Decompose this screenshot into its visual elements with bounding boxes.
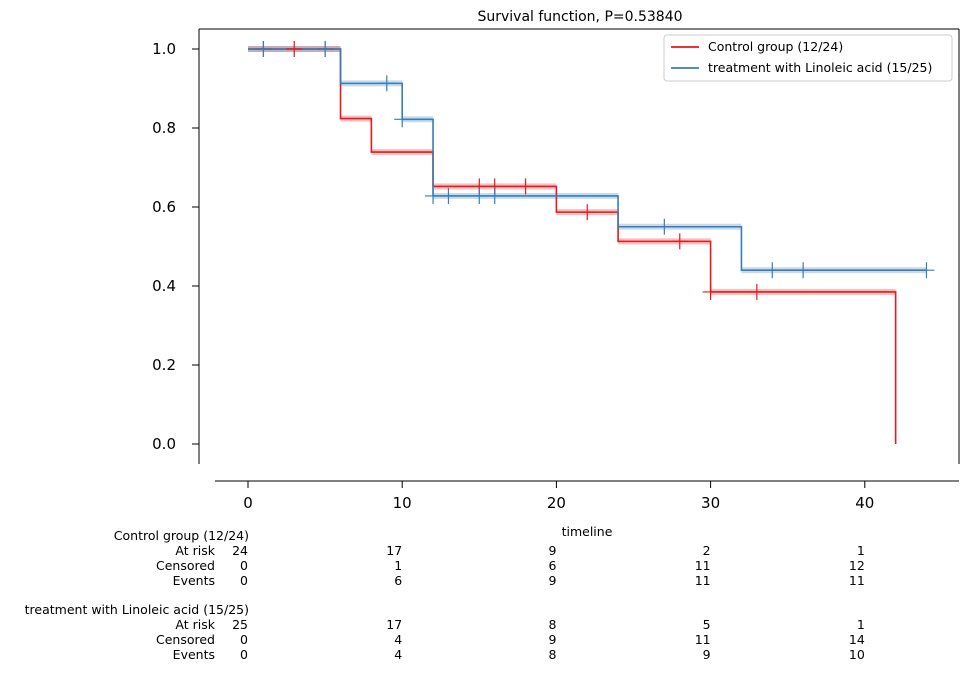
x-tick-label: 30	[701, 494, 720, 512]
survival-line-0	[248, 48, 897, 444]
x-tick-label: 0	[243, 494, 253, 512]
risk-row-label: Censored	[156, 558, 215, 573]
risk-value: 9	[703, 647, 711, 662]
risk-value: 10	[849, 647, 865, 662]
risk-value: 4	[394, 647, 402, 662]
risk-value: 8	[548, 617, 556, 632]
y-tick-label: 0.4	[152, 277, 176, 295]
risk-value: 1	[394, 558, 402, 573]
risk-value: 24	[232, 543, 248, 558]
legend: Control group (12/24) treatment with Lino…	[663, 34, 953, 82]
y-tick-label: 0.2	[152, 356, 176, 374]
risk-value: 14	[849, 632, 865, 647]
risk-value: 11	[695, 573, 711, 588]
risk-value: 9	[548, 573, 556, 588]
risk-table: Control group (12/24)At risk 24 17 9 2 1Censo…	[25, 528, 865, 662]
axes: 0.0 0.2 0.4 0.6 0.8 1.0 0 10 20 30 40	[152, 28, 960, 512]
risk-row-label: At risk	[175, 617, 215, 632]
chart-title: Survival function, P=0.53840	[477, 9, 682, 25]
risk-value: 17	[386, 543, 402, 558]
survival-line-1	[248, 48, 927, 271]
legend-box	[663, 34, 953, 82]
risk-value: 1	[857, 543, 865, 558]
risk-value: 2	[703, 543, 711, 558]
risk-value: 1	[857, 617, 865, 632]
risk-row-label: Events	[173, 647, 215, 662]
risk-value: 17	[386, 617, 402, 632]
legend-label: treatment with Linoleic acid (15/25)	[708, 60, 932, 75]
risk-row-label: Censored	[156, 632, 215, 647]
risk-value: 5	[703, 617, 711, 632]
x-tick-label: 10	[393, 494, 412, 512]
risk-value: 6	[548, 558, 556, 573]
survival-lines	[248, 48, 927, 444]
risk-value: 12	[849, 558, 865, 573]
x-tick-label: 40	[855, 494, 874, 512]
risk-value: 0	[240, 632, 248, 647]
risk-value: 9	[548, 632, 556, 647]
risk-value: 11	[849, 573, 865, 588]
y-tick-label: 0.8	[152, 119, 176, 137]
risk-value: 11	[695, 632, 711, 647]
censor-marks	[255, 41, 935, 300]
risk-value: 0	[240, 647, 248, 662]
y-tick-label: 1.0	[152, 40, 176, 58]
risk-group-title: treatment with Linoleic acid (15/25)	[25, 602, 249, 617]
risk-row-label: Events	[173, 573, 215, 588]
risk-value: 6	[394, 573, 402, 588]
risk-row-label: At risk	[175, 543, 215, 558]
risk-value: 0	[240, 573, 248, 588]
risk-value: 11	[695, 558, 711, 573]
risk-value: 8	[548, 647, 556, 662]
y-tick-label: 0.0	[152, 435, 176, 453]
risk-value: 4	[394, 632, 402, 647]
x-tick-label: 20	[547, 494, 566, 512]
legend-label: Control group (12/24)	[708, 39, 843, 54]
x-axis-label: timeline	[562, 524, 613, 539]
risk-group-title: Control group (12/24)	[114, 528, 249, 543]
risk-value: 0	[240, 558, 248, 573]
risk-value: 25	[232, 617, 248, 632]
risk-value: 9	[548, 543, 556, 558]
y-tick-label: 0.6	[152, 198, 176, 216]
